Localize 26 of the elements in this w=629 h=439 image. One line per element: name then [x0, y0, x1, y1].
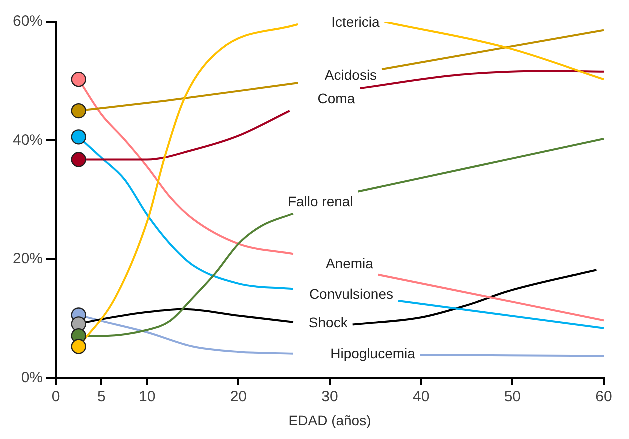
x-tick-label: 5: [98, 388, 106, 406]
point: [71, 72, 86, 88]
point: [71, 130, 86, 145]
series-label: Shock: [308, 314, 349, 330]
series-label: Coma: [318, 90, 356, 107]
x-tick-label: 60: [596, 388, 612, 406]
point: [71, 339, 86, 354]
series-label: Hipoglucemia: [330, 345, 416, 362]
x-tick-label: 50: [504, 388, 522, 406]
series-label: Fallo renal: [288, 194, 354, 210]
series-label: Convulsiones: [309, 286, 394, 302]
point: [71, 152, 86, 168]
series-label: Acidosis: [324, 67, 378, 84]
x-axis-title: EDAD (años): [288, 412, 372, 428]
y-tick-label: 0%: [21, 369, 44, 386]
x-tick-label: 40: [412, 388, 430, 406]
y-tick-label: 40%: [12, 132, 44, 149]
y-tick-label: 60%: [12, 13, 44, 30]
x-tick-label: 10: [139, 388, 156, 406]
x-tick-label: 30: [322, 388, 338, 406]
y-tick-label: 20%: [12, 250, 44, 268]
x-tick-label: 0: [52, 388, 60, 406]
series-label: Ictericia: [332, 14, 380, 30]
series-label: Anemia: [326, 255, 374, 272]
point: [71, 103, 86, 119]
x-tick-label: 20: [230, 388, 248, 406]
